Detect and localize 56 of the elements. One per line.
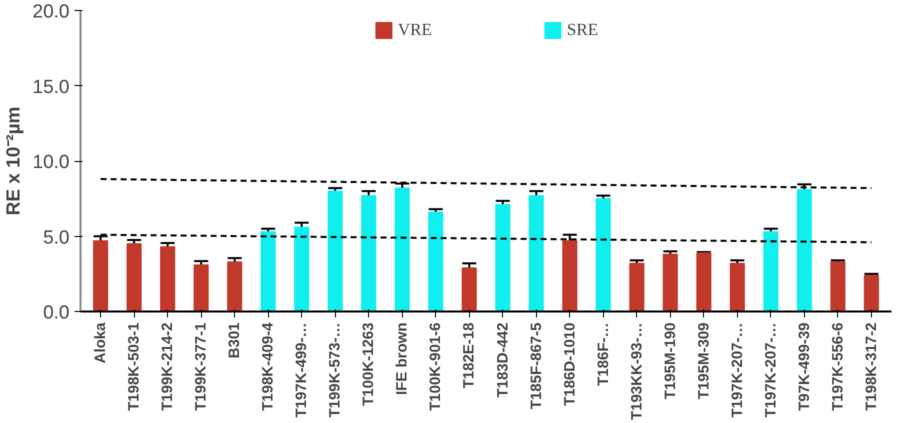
legend-label: VRE <box>398 20 432 40</box>
y-tick-label: 15.0 <box>32 76 70 98</box>
x-tick-label: Aloka <box>92 322 110 364</box>
bar <box>93 240 108 312</box>
bar <box>763 231 778 312</box>
bar <box>864 274 879 312</box>
bar <box>528 195 544 312</box>
x-tick-label: T199K-214-2 <box>159 322 176 411</box>
bar <box>126 243 142 312</box>
x-tick-label: T199K-377-1 <box>192 322 210 411</box>
x-tick-label: T199K-573-… <box>326 322 344 418</box>
x-tick-label: T183D-442 <box>494 322 512 398</box>
bar <box>260 231 276 312</box>
bar <box>629 262 644 312</box>
y-axis-title: RE x 10⁻²µm <box>4 106 25 216</box>
bar <box>328 190 343 312</box>
x-tick-label: T198K-503-1 <box>126 322 143 411</box>
x-tick-label: T197K-556-6 <box>829 322 846 411</box>
bar <box>227 261 242 312</box>
x-tick-label: T182E-18 <box>460 322 478 388</box>
bar <box>830 261 846 312</box>
x-tick-label: T195M-309 <box>695 322 712 400</box>
x-tick-label: T193KK-93-… <box>628 322 646 420</box>
bar <box>294 226 310 312</box>
y-tick-label: 0.0 <box>43 302 70 324</box>
x-tick-label: T197K-499-… <box>293 322 310 418</box>
x-tick-label: T197K-207-… <box>728 322 746 418</box>
x-tick-label: T186F-… <box>594 322 612 386</box>
x-tick-label: T186D-1010 <box>561 322 578 406</box>
x-tick-label: IFE brown <box>394 322 411 395</box>
bar <box>662 254 678 312</box>
y-tick-label: 5.0 <box>43 227 70 248</box>
bar <box>160 246 176 312</box>
bar <box>194 264 209 312</box>
y-tick-label: 10.0 <box>32 152 70 173</box>
y-tick-label: 20.0 <box>32 2 70 22</box>
x-tick-label: B301 <box>226 322 244 358</box>
x-tick-label: T198K-317-2 <box>862 322 880 411</box>
bar <box>495 204 510 312</box>
bar <box>428 212 444 312</box>
x-tick-label: T100K-901-6 <box>427 322 444 411</box>
x-tick-label: T198K-409-4 <box>260 322 277 411</box>
x-tick-label: T195M-190 <box>662 322 679 400</box>
bar <box>730 262 745 312</box>
bar <box>796 189 812 312</box>
bar <box>361 195 376 312</box>
x-tick-label: T97K-499-39 <box>796 322 813 411</box>
bar <box>562 240 578 312</box>
bar <box>462 267 477 312</box>
bar <box>394 188 410 312</box>
x-tick-label: T185F-867-5 <box>528 322 545 410</box>
x-tick-label: T100K-1263 <box>360 322 378 406</box>
legend-label: SRE <box>566 20 598 40</box>
bar <box>596 198 611 312</box>
bar <box>696 252 712 312</box>
x-tick-label: T197K-207-… <box>762 322 780 418</box>
